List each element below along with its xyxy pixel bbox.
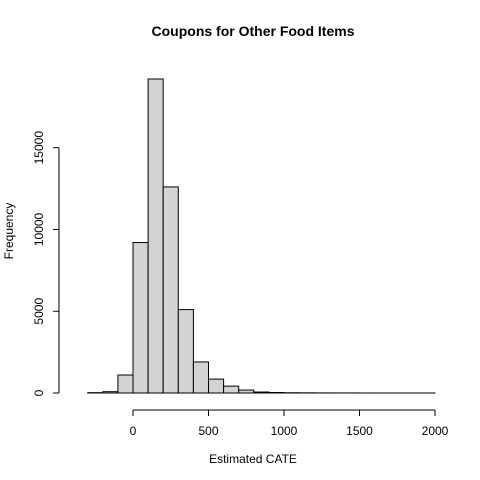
x-ticks-group: 0 500 1000 1500 2000 <box>130 410 449 438</box>
chart-title: Coupons for Other Food Items <box>152 23 355 39</box>
histogram-bar <box>223 385 240 394</box>
histogram-bar <box>132 242 149 394</box>
histogram-bar <box>177 309 194 394</box>
histogram-bar <box>208 378 225 394</box>
histogram-bar <box>117 374 134 394</box>
x-tick-label: 2000 <box>422 424 449 438</box>
histogram-bar <box>102 391 119 394</box>
x-tick-label: 500 <box>198 424 218 438</box>
y-tick-label: 10000 <box>32 212 46 246</box>
histogram-bar <box>147 78 164 394</box>
y-axis-label: Frequency <box>2 203 16 260</box>
y-tick-label: 5000 <box>32 298 46 325</box>
bars-group <box>87 78 436 394</box>
x-tick-label: 0 <box>130 424 137 438</box>
x-tick-label: 1500 <box>346 424 373 438</box>
y-tick-label: 0 <box>32 389 46 396</box>
y-ticks-group: 0 5000 10000 15000 <box>32 131 59 396</box>
x-axis-label: Estimated CATE <box>209 452 297 466</box>
histogram-bar <box>192 361 209 394</box>
histogram-bar <box>162 186 179 394</box>
histogram-bar <box>253 391 270 394</box>
y-tick-label: 15000 <box>32 131 46 165</box>
histogram-bar <box>238 389 255 394</box>
x-tick-label: 1000 <box>271 424 298 438</box>
